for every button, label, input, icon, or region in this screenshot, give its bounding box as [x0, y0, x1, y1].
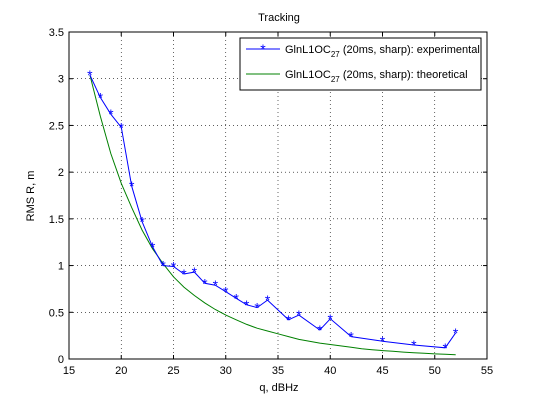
x-axis-label: q, dBHz [259, 382, 298, 394]
data-point-experimental: * [139, 214, 145, 230]
x-tick-label: 45 [376, 365, 388, 377]
legend-label-theoretical: GlnL1OC27 (20ms, sharp): theoretical [285, 69, 468, 84]
data-point-experimental: * [98, 89, 104, 105]
legend-label-experimental: GlnL1OC27 (20ms, sharp): experimental [285, 44, 480, 59]
series-line-experimental [89, 74, 457, 349]
legend-label-experimental-rest: (20ms, sharp): experimental [340, 44, 480, 56]
data-point-experimental: * [202, 275, 208, 291]
y-tick-label: 1 [58, 261, 64, 273]
data-point-experimental: * [108, 106, 114, 122]
x-tick-label: 30 [220, 365, 232, 377]
legend-label-experimental-subscript: 27 [331, 50, 340, 59]
y-axis-label: RMS R, m [25, 171, 37, 222]
x-tick-label: 15 [63, 365, 75, 377]
data-point-experimental: * [192, 264, 198, 280]
data-point-experimental: * [87, 67, 93, 83]
data-point-experimental: * [129, 178, 135, 194]
data-point-experimental: * [150, 239, 156, 255]
x-tick-label: 50 [429, 365, 441, 377]
legend-label-theoretical-rest: (20ms, sharp): theoretical [340, 69, 468, 81]
data-point-experimental: * [317, 322, 323, 338]
legend-label-experimental-main: GlnL1OC [285, 44, 331, 56]
legend-marker-experimental: * [260, 41, 266, 57]
x-tick-label: 55 [481, 365, 493, 377]
x-tick-label: 35 [272, 365, 284, 377]
y-tick-label: 1.5 [49, 214, 64, 226]
data-point-experimental: * [286, 312, 292, 328]
x-tick-label: 25 [167, 365, 179, 377]
data-point-experimental: * [254, 300, 260, 316]
data-point-experimental: * [411, 337, 417, 353]
legend-label-theoretical-main: GlnL1OC [285, 69, 331, 81]
data-point-experimental: * [328, 311, 334, 327]
axis-ticks: 15 20 25 30 35 40 45 50 55 0 0.5 1 1.5 2 2.5 3 3.5 [49, 27, 493, 377]
data-point-experimental: * [296, 307, 302, 323]
x-tick-label: 40 [324, 365, 336, 377]
y-tick-label: 3 [58, 74, 64, 86]
y-tick-label: 0.5 [49, 307, 64, 319]
data-point-experimental: * [453, 325, 459, 341]
data-point-experimental: * [213, 277, 219, 293]
y-tick-label: 2 [58, 167, 64, 179]
y-tick-label: 2.5 [49, 120, 64, 132]
x-tick-label: 20 [115, 365, 127, 377]
legend-box [239, 37, 482, 91]
series-layer: ******** * * ** * * * * * ** **** * * ** [87, 67, 459, 356]
chart-title: Tracking [258, 12, 300, 24]
data-point-experimental: * [380, 333, 386, 349]
data-point-experimental: * [181, 266, 187, 282]
y-tick-label: 3.5 [49, 27, 64, 39]
data-point-experimental: * [119, 119, 125, 135]
data-point-experimental: * [265, 292, 271, 308]
data-point-experimental: * [348, 329, 354, 345]
data-point-experimental: * [244, 297, 250, 313]
data-point-experimental: * [442, 340, 448, 356]
data-point-experimental: * [160, 258, 166, 274]
series-line-theoretical [89, 74, 456, 356]
data-point-experimental: * [223, 284, 229, 300]
y-tick-label: 0 [58, 354, 64, 366]
legend: * GlnL1OC27 (20ms, sharp): experimental … [239, 37, 482, 91]
data-point-experimental: * [233, 290, 239, 306]
data-point-experimental: * [171, 259, 177, 275]
legend-label-theoretical-subscript: 27 [331, 75, 340, 84]
